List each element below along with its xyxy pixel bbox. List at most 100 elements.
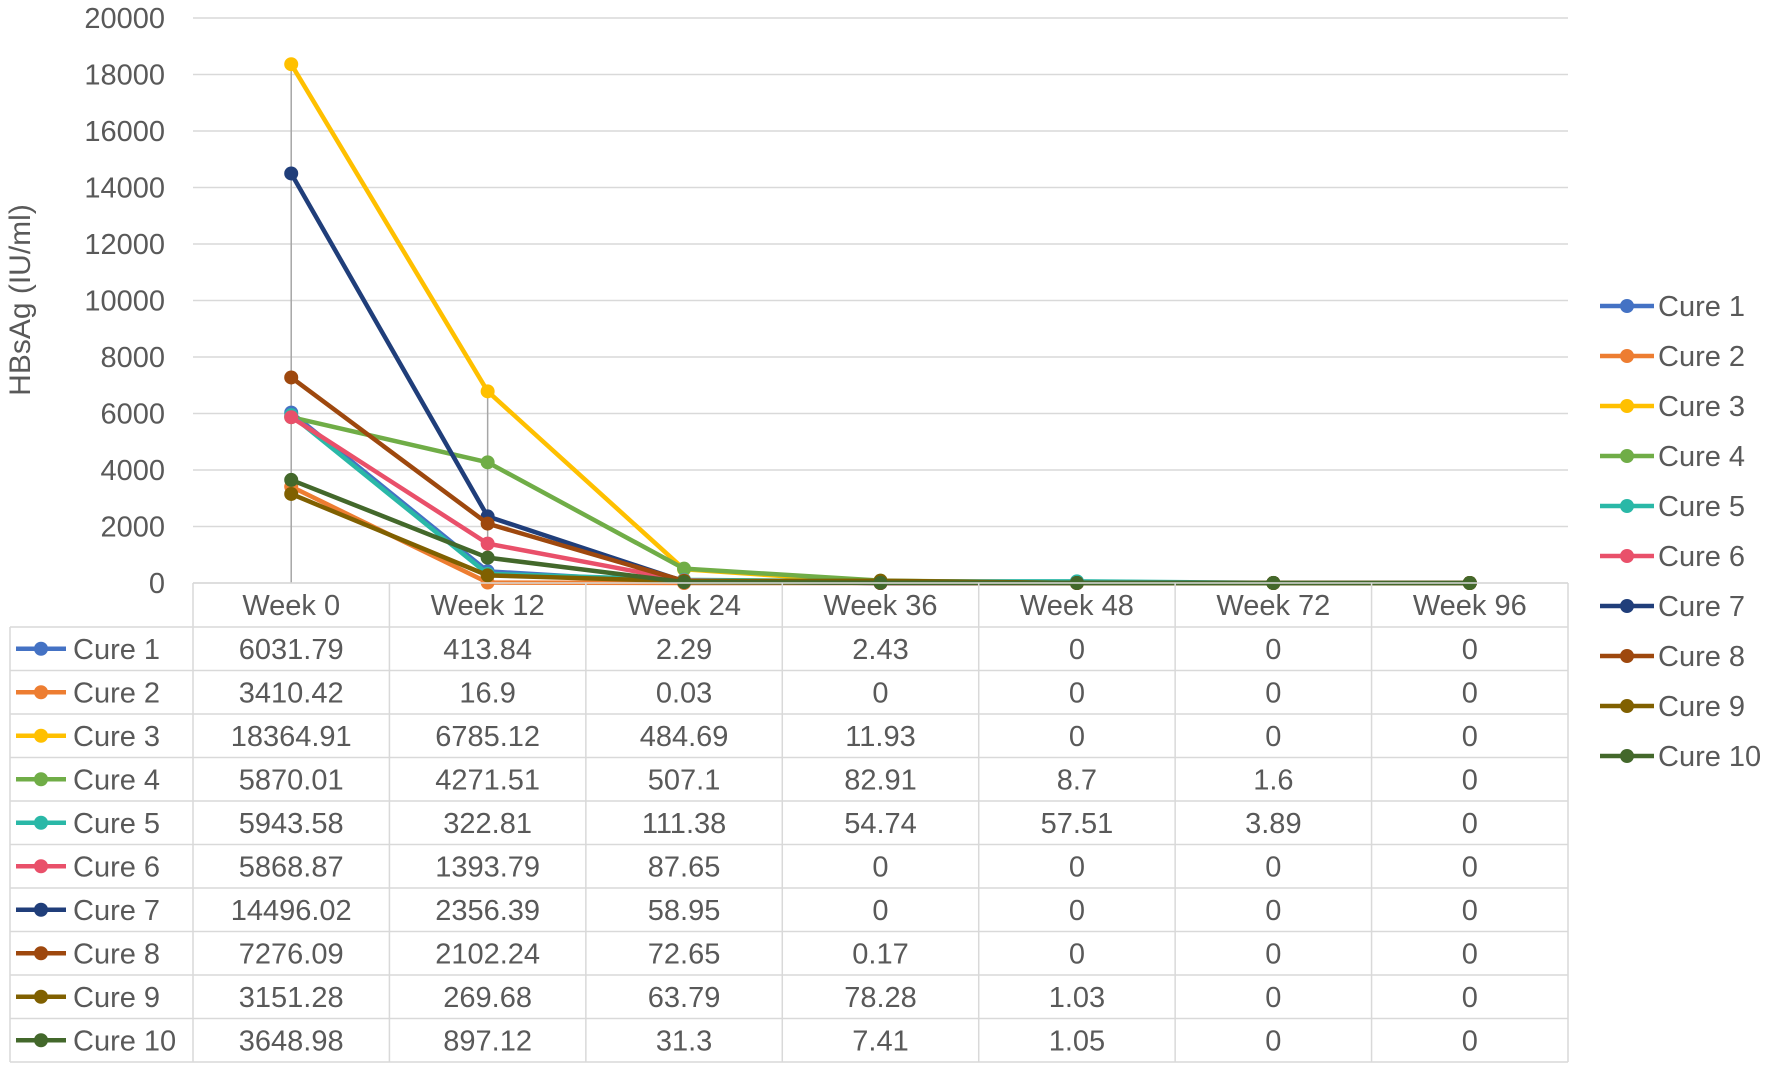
- table-cell-value: 0: [872, 895, 888, 927]
- x-tick-label: Week 36: [824, 590, 938, 622]
- table-cell-value: 0: [1265, 982, 1281, 1014]
- legend-label: Cure 5: [1658, 491, 1745, 523]
- legend-item: Cure 6: [1600, 541, 1745, 573]
- y-tick-label: 18000: [84, 60, 165, 92]
- legend-item: Cure 9: [1600, 691, 1745, 723]
- series-8: [284, 370, 1477, 590]
- table-cell-value: 7276.09: [239, 938, 344, 970]
- legend-key-marker: [1620, 699, 1634, 713]
- row-legend-marker: [34, 772, 48, 787]
- series-line: [289, 413, 1470, 586]
- y-tick-label: 8000: [100, 342, 165, 374]
- table-cell-value: 0: [1069, 938, 1085, 970]
- table-cell-value: 2356.39: [435, 895, 540, 927]
- legend-item: Cure 8: [1600, 641, 1745, 673]
- row-series-name: Cure 7: [73, 895, 160, 927]
- row-legend-marker: [34, 815, 48, 830]
- data-point: [480, 384, 495, 399]
- table-cell-value: 0: [1265, 851, 1281, 883]
- data-point: [480, 568, 495, 583]
- table-cell-value: 0: [1462, 677, 1478, 709]
- data-point: [284, 410, 299, 425]
- row-legend-marker: [34, 946, 48, 961]
- table-cell-value: 0: [1462, 851, 1478, 883]
- y-tick-label: 14000: [84, 173, 165, 205]
- y-tick-label: 12000: [84, 229, 165, 261]
- table-row: Cure 7 14496.02 2356.39 58.95 0 0 0 0: [16, 895, 1478, 927]
- legend-item: Cure 4: [1600, 441, 1745, 473]
- table-cell-value: 1.6: [1253, 764, 1293, 796]
- row-series-name: Cure 8: [73, 938, 160, 970]
- table-cell-value: 4271.51: [435, 764, 540, 796]
- legend-label: Cure 8: [1658, 641, 1745, 673]
- series-9: [284, 486, 1477, 590]
- legend-label: Cure 3: [1658, 391, 1745, 423]
- table-cell-value: 11.93: [845, 721, 915, 753]
- legend-item: Cure 7: [1600, 591, 1745, 623]
- y-tick-label: 2000: [100, 512, 165, 544]
- table-cell-value: 0: [1069, 677, 1085, 709]
- table-cell-value: 0.17: [852, 938, 908, 970]
- table-cell-value: 507.1: [648, 764, 721, 796]
- table-cell-value: 1393.79: [435, 851, 540, 883]
- row-legend-marker: [34, 989, 48, 1004]
- table-cell-value: 5943.58: [239, 808, 344, 840]
- table-cell-value: 269.68: [443, 982, 532, 1014]
- table-cell-value: 1.05: [1049, 1025, 1105, 1057]
- table-cell-value: 0: [872, 851, 888, 883]
- table-cell-value: 111.38: [642, 808, 726, 840]
- series-lines: [284, 57, 1477, 590]
- table-row: Cure 9 3151.28 269.68 63.79 78.28 1.03 0 0: [16, 982, 1478, 1014]
- table-cell-value: 2102.24: [435, 938, 540, 970]
- table-cell-value: 82.91: [844, 764, 917, 796]
- table-cell-value: 3151.28: [239, 982, 344, 1014]
- table-cell-value: 6785.12: [435, 721, 540, 753]
- table-cell-value: 8.7: [1057, 764, 1097, 796]
- row-series-name: Cure 1: [73, 634, 160, 666]
- legend-key-marker: [1620, 549, 1634, 563]
- table-cell-value: 1.03: [1049, 982, 1105, 1014]
- table-cell-value: 0: [1069, 721, 1085, 753]
- row-legend-marker: [34, 728, 48, 743]
- series-line: [289, 63, 1470, 586]
- legend-label: Cure 4: [1658, 441, 1745, 473]
- data-point: [284, 472, 299, 487]
- table-cell-value: 3648.98: [239, 1025, 344, 1057]
- y-axis-title: HBsAg (IU/ml): [4, 204, 37, 396]
- legend-key-marker: [1620, 399, 1634, 413]
- series-1: [284, 405, 1477, 590]
- gridlines: [193, 17, 1568, 584]
- data-point: [677, 561, 692, 576]
- table-cell-value: 0: [1462, 1025, 1478, 1057]
- x-tick-label: Week 48: [1020, 590, 1134, 622]
- table-cell-value: 897.12: [443, 1025, 532, 1057]
- table-cell-value: 0: [1069, 634, 1085, 666]
- table-cell-value: 0: [1069, 851, 1085, 883]
- row-legend-marker: [34, 685, 48, 700]
- table-cell-value: 0: [1462, 938, 1478, 970]
- y-tick-label: 4000: [100, 455, 165, 487]
- legend-label: Cure 9: [1658, 691, 1745, 723]
- legend-label: Cure 2: [1658, 341, 1745, 373]
- table-cell-value: 57.51: [1041, 808, 1114, 840]
- table-cell-value: 5870.01: [239, 764, 344, 796]
- legend-key-marker: [1620, 649, 1634, 663]
- row-legend-marker: [34, 641, 48, 656]
- row-series-name: Cure 5: [73, 808, 160, 840]
- legend: Cure 1 Cure 2 Cure 3 Cure 4 Cure 5 Cure 6 Cure…: [1600, 291, 1761, 773]
- row-legend-marker: [34, 859, 48, 874]
- y-tick-label: 20000: [84, 3, 165, 35]
- table-cell-value: 7.41: [852, 1025, 908, 1057]
- table-cell-value: 484.69: [640, 721, 729, 753]
- series-2: [284, 479, 1477, 590]
- series-5: [284, 408, 1477, 590]
- row-legend-marker: [34, 902, 48, 917]
- data-table: Week 0 Week 12 Week 24 Week 36 Week 48 Week 7…: [9, 582, 1569, 1063]
- data-point: [480, 455, 495, 470]
- table-row: Cure 4 5870.01 4271.51 507.1 82.91 8.7 1.6 0: [16, 764, 1478, 796]
- row-series-name: Cure 4: [73, 764, 160, 796]
- x-tick-label: Week 72: [1216, 590, 1330, 622]
- table-cell-value: 16.9: [459, 677, 515, 709]
- y-axis: 0 2000 4000 6000 8000 10000 12000 14000 16000 180…: [84, 3, 165, 600]
- table-cell-value: 58.95: [648, 895, 721, 927]
